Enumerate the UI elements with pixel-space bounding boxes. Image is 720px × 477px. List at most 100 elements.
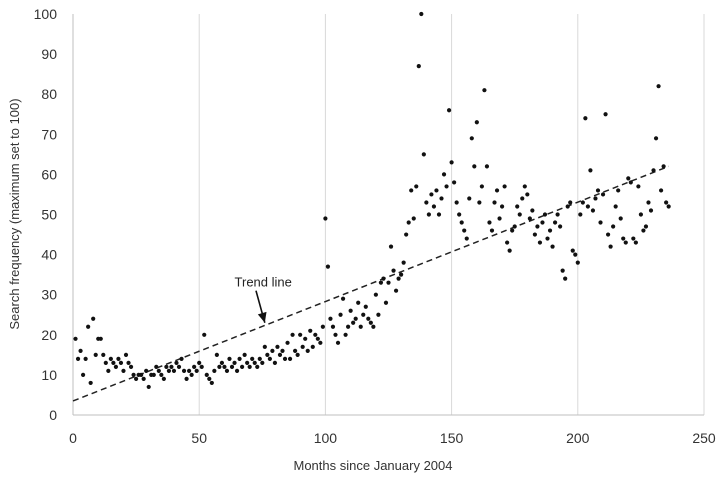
data-point [139, 372, 144, 377]
data-point [103, 360, 108, 365]
data-point [328, 316, 333, 321]
data-point [323, 216, 328, 221]
data-point [166, 368, 172, 373]
data-point [472, 164, 477, 169]
data-point [628, 180, 633, 185]
data-point [613, 204, 618, 209]
data-point [505, 240, 510, 245]
data-point [204, 372, 209, 377]
data-point [598, 220, 603, 225]
data-point [426, 212, 431, 217]
data-point [520, 196, 525, 201]
data-point [184, 376, 189, 382]
data-point [298, 332, 303, 337]
data-point [436, 212, 442, 217]
data-point [378, 280, 384, 285]
data-point [164, 364, 169, 369]
data-point [227, 356, 232, 361]
data-point [285, 340, 290, 345]
data-point [623, 240, 628, 245]
data-point [588, 168, 593, 173]
data-point [593, 196, 598, 201]
data-point [303, 336, 308, 341]
data-point [558, 224, 563, 229]
data-point [580, 200, 585, 205]
data-point [552, 220, 558, 225]
data-point [219, 360, 225, 365]
data-point [633, 240, 638, 245]
data-point [373, 292, 378, 297]
data-point [189, 372, 194, 377]
data-point [489, 228, 495, 233]
data-point [477, 200, 482, 205]
data-point [318, 340, 323, 345]
data-point [585, 204, 590, 209]
data-point [118, 360, 124, 365]
data-point [492, 200, 497, 205]
data-point [222, 364, 227, 369]
data-point [474, 120, 479, 125]
data-point [371, 324, 376, 329]
x-tick-label: 50 [191, 430, 207, 446]
data-point [134, 376, 139, 382]
tick-labels: 0 50 100 150 200 250 0 10 20 30 40 50 60 70 80 90 100 [34, 6, 716, 446]
data-point [502, 184, 507, 189]
data-point [658, 188, 664, 193]
data-point [224, 368, 230, 373]
data-point [626, 176, 631, 181]
data-point [174, 360, 179, 365]
data-point [646, 200, 651, 205]
data-point [522, 184, 527, 189]
x-tick-label: 0 [69, 430, 77, 446]
data-point [459, 220, 464, 225]
data-point [346, 324, 351, 329]
data-point [229, 364, 235, 369]
y-tick-label: 10 [41, 367, 57, 383]
y-tick-label: 50 [41, 207, 57, 223]
data-point [252, 360, 257, 365]
data-point [393, 288, 399, 293]
y-tick-label: 60 [41, 166, 57, 182]
y-tick-label: 90 [41, 46, 57, 62]
data-point [126, 360, 131, 365]
data-point [240, 364, 245, 369]
data-point [192, 364, 197, 369]
trend-line-annotation: Trend line [235, 275, 292, 290]
data-point [419, 11, 424, 17]
data-point [363, 304, 368, 309]
data-point [353, 316, 358, 321]
data-point [194, 368, 199, 373]
data-point [333, 332, 338, 337]
data-point [199, 364, 204, 369]
data-point [310, 344, 315, 349]
data-point [255, 364, 260, 369]
data-point [414, 184, 419, 189]
data-point [595, 188, 601, 193]
data-point [535, 224, 540, 229]
data-point [570, 248, 575, 253]
y-axis-title: Search frequency (maximum set to 100) [7, 98, 22, 329]
data-point [388, 244, 394, 249]
data-point [565, 204, 570, 209]
data-point [441, 172, 447, 177]
data-point [525, 192, 530, 197]
data-point [479, 184, 484, 189]
y-tick-label: 100 [34, 6, 58, 22]
data-point [600, 192, 606, 197]
data-point [275, 344, 280, 349]
data-point [376, 312, 381, 317]
data-point [621, 236, 626, 241]
data-point [507, 248, 512, 253]
y-tick-label: 0 [49, 407, 57, 423]
data-point [457, 212, 462, 217]
data-point [280, 348, 285, 353]
y-tick-label: 70 [41, 126, 57, 142]
data-point [277, 352, 283, 357]
data-point [484, 164, 490, 169]
data-point [121, 368, 126, 373]
data-point [424, 200, 429, 205]
data-point [611, 224, 616, 229]
data-point [409, 188, 414, 193]
data-point [187, 368, 192, 373]
data-point [666, 204, 671, 209]
